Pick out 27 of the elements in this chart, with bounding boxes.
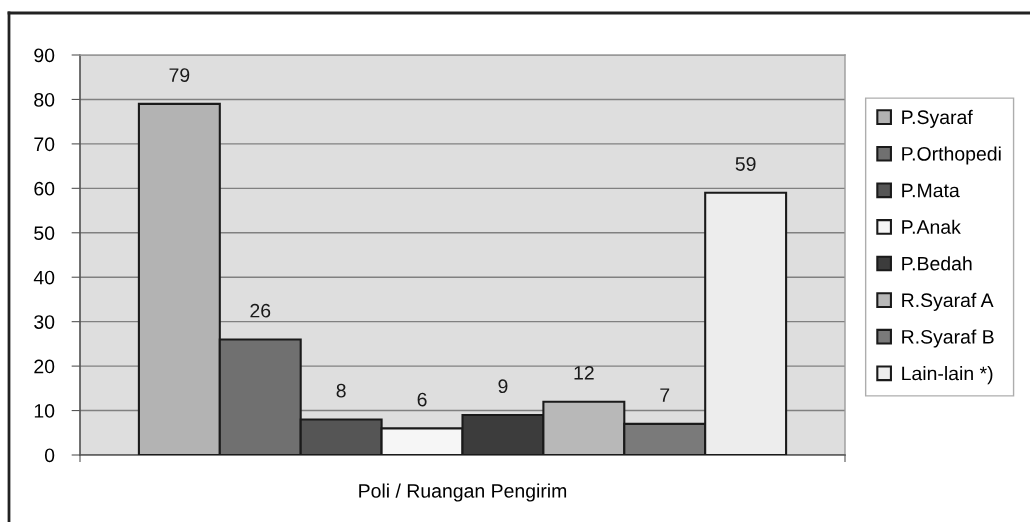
legend-label: P.Bedah: [902, 256, 972, 271]
y-tick-label: 40: [33, 270, 55, 285]
data-label: 26: [250, 303, 271, 318]
y-tick-label: 30: [34, 315, 55, 329]
data-label: 9: [498, 379, 508, 394]
y-tick-label: 70: [34, 137, 55, 152]
data-label: 59: [735, 157, 756, 171]
legend-label: P.Mata: [902, 183, 960, 198]
legend-label: P.Anak: [902, 219, 961, 234]
y-tick-label: 20: [34, 359, 55, 374]
data-label: 7: [660, 388, 670, 402]
data-label: 12: [574, 366, 594, 380]
y-tick-label: 60: [34, 181, 55, 196]
data-label: 8: [336, 383, 346, 398]
y-tick-label: 90: [34, 48, 55, 63]
y-tick-label: 50: [34, 226, 55, 241]
data-label: 79: [169, 68, 190, 82]
legend-label: Lain-lain *): [902, 366, 993, 385]
legend-label: P.Syaraf: [902, 109, 973, 128]
legend-label: P.Orthopedi: [902, 146, 1001, 165]
y-tick-label: 10: [34, 404, 55, 418]
legend-label: R.Syaraf A: [902, 292, 994, 311]
y-tick-label: 80: [34, 92, 55, 107]
data-label: 6: [417, 392, 427, 407]
x-axis-title: Poli / Ruangan Pengirim: [359, 483, 567, 502]
y-tick-label: 0: [44, 448, 55, 463]
legend-label: R.Syaraf B: [902, 329, 994, 348]
